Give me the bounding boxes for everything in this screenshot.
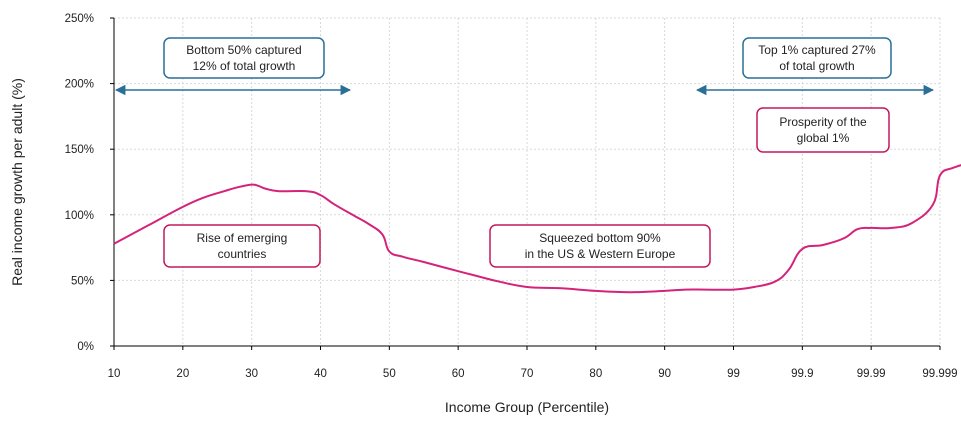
- x-tick-label: 50: [383, 368, 396, 380]
- annotation-text: of total growth: [779, 59, 854, 73]
- annotation-text: countries: [218, 247, 267, 261]
- annotation-layer: Bottom 50% captured 12% of total growth To…: [114, 37, 935, 268]
- x-tick-label: 30: [245, 368, 258, 380]
- x-tick-label: 99.9: [791, 368, 813, 380]
- y-tick-label: 100%: [65, 210, 94, 222]
- annotation-text: Squeezed bottom 90%: [539, 231, 661, 245]
- x-axis-title: Income Group (Percentile): [445, 399, 609, 415]
- annotation-frame: [163, 224, 321, 268]
- axis-layer: [110, 17, 941, 350]
- x-tick-label: 90: [658, 368, 671, 380]
- x-tick-label: 99: [727, 368, 740, 380]
- annotation-frame: [756, 107, 890, 153]
- y-tick-label: 0%: [77, 341, 94, 353]
- annotation-frame: [489, 224, 711, 268]
- x-tick-label: 10: [108, 368, 121, 380]
- x-tick-label: 70: [521, 368, 534, 380]
- annotation-frame: [742, 37, 892, 79]
- annotation-box: Squeezed bottom 90% in the US & Western E…: [489, 224, 711, 268]
- x-tick-label: 40: [314, 368, 327, 380]
- annotation-box: Rise of emerging countries: [163, 224, 321, 268]
- x-tick-label: 80: [589, 368, 602, 380]
- annotation-box: Bottom 50% captured 12% of total growth: [163, 37, 325, 79]
- income-growth-line: [113, 164, 961, 294]
- annotation-text: Rise of emerging: [197, 231, 288, 245]
- y-tick-label: 50%: [71, 275, 94, 287]
- annotation-text: 12% of total growth: [193, 59, 296, 73]
- y-axis-title: Real income growth per adult (%): [9, 78, 25, 286]
- annotation-box: Prosperity of the global 1%: [756, 107, 890, 153]
- series-layer: [113, 164, 961, 294]
- annotation-frame: [163, 37, 325, 79]
- x-tick-label: 20: [176, 368, 189, 380]
- annotation-text: in the US & Western Europe: [525, 247, 676, 261]
- annotation-text: Prosperity of the: [779, 115, 867, 129]
- x-tick-label: 99.999: [922, 368, 957, 380]
- y-tick-label: 150%: [65, 144, 94, 156]
- annotation-box: Top 1% captured 27% of total growth: [742, 37, 892, 79]
- tick-layer: 0% 50% 100% 150% 200% 250% 10 20 30 40 50 60 70 80 90 9…: [65, 13, 958, 380]
- y-tick-label: 250%: [65, 13, 94, 25]
- annotation-text: Bottom 50% captured: [186, 43, 301, 57]
- annotation-text: global 1%: [797, 131, 850, 145]
- annotation-text: Top 1% captured 27%: [758, 43, 876, 57]
- y-tick-label: 200%: [65, 79, 94, 91]
- x-tick-label: 60: [452, 368, 465, 380]
- x-tick-label: 99.99: [857, 368, 886, 380]
